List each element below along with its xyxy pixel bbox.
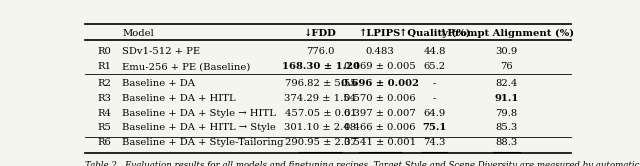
Text: 88.3: 88.3 — [495, 138, 518, 147]
Text: Baseline + DA + Style → HITL: Baseline + DA + Style → HITL — [122, 109, 276, 118]
Text: 457.05 ± 0.61: 457.05 ± 0.61 — [285, 109, 356, 118]
Text: R2: R2 — [97, 79, 111, 88]
Text: ↑Prompt Alignment (%): ↑Prompt Alignment (%) — [439, 29, 574, 38]
Text: 0.397 ± 0.007: 0.397 ± 0.007 — [344, 109, 416, 118]
Text: 168.30 ± 1.20: 168.30 ± 1.20 — [282, 62, 360, 71]
Text: R1: R1 — [97, 62, 111, 71]
Text: 85.3: 85.3 — [495, 124, 518, 132]
Text: 65.2: 65.2 — [424, 62, 445, 71]
Text: 30.9: 30.9 — [495, 47, 518, 56]
Text: 0.466 ± 0.006: 0.466 ± 0.006 — [344, 124, 416, 132]
Text: -: - — [433, 94, 436, 103]
Text: 0.483: 0.483 — [365, 47, 394, 56]
Text: 44.8: 44.8 — [424, 47, 446, 56]
Text: 0.570 ± 0.006: 0.570 ± 0.006 — [344, 94, 416, 103]
Text: ↑Quality (%): ↑Quality (%) — [399, 29, 470, 38]
Text: 374.29 ± 1.54: 374.29 ± 1.54 — [285, 94, 356, 103]
Text: 0.696 ± 0.002: 0.696 ± 0.002 — [341, 79, 419, 88]
Text: 796.82 ± 5.55: 796.82 ± 5.55 — [285, 79, 356, 88]
Text: SDv1-512 + PE: SDv1-512 + PE — [122, 47, 200, 56]
Text: ↓FDD: ↓FDD — [304, 29, 337, 38]
Text: R6: R6 — [97, 138, 111, 147]
Text: Baseline + DA: Baseline + DA — [122, 79, 195, 88]
Text: 91.1: 91.1 — [494, 94, 519, 103]
Text: R4: R4 — [97, 109, 111, 118]
Text: Baseline + DA + Style-Tailoring: Baseline + DA + Style-Tailoring — [122, 138, 284, 147]
Text: 79.8: 79.8 — [495, 109, 518, 118]
Text: 0.469 ± 0.005: 0.469 ± 0.005 — [344, 62, 416, 71]
Text: Emu-256 + PE (Baseline): Emu-256 + PE (Baseline) — [122, 62, 250, 71]
Text: ↑LPIPS: ↑LPIPS — [359, 29, 401, 38]
Text: R3: R3 — [97, 94, 111, 103]
Text: 74.3: 74.3 — [424, 138, 446, 147]
Text: -: - — [433, 79, 436, 88]
Text: 290.95 ± 2.37: 290.95 ± 2.37 — [285, 138, 356, 147]
Text: 776.0: 776.0 — [307, 47, 335, 56]
Text: Model: Model — [122, 29, 154, 38]
Text: 82.4: 82.4 — [495, 79, 518, 88]
Text: R0: R0 — [97, 47, 111, 56]
Text: 0.541 ± 0.001: 0.541 ± 0.001 — [344, 138, 416, 147]
Text: Baseline + DA + HITL → Style: Baseline + DA + HITL → Style — [122, 124, 276, 132]
Text: Table 2.  Evaluation results for all models and finetuning recipes. Target Style: Table 2. Evaluation results for all mode… — [85, 161, 640, 166]
Text: 76: 76 — [500, 62, 513, 71]
Text: Baseline + DA + HITL: Baseline + DA + HITL — [122, 94, 236, 103]
Text: 75.1: 75.1 — [422, 124, 447, 132]
Text: R5: R5 — [97, 124, 111, 132]
Text: 64.9: 64.9 — [424, 109, 446, 118]
Text: 301.10 ± 2.48: 301.10 ± 2.48 — [285, 124, 356, 132]
